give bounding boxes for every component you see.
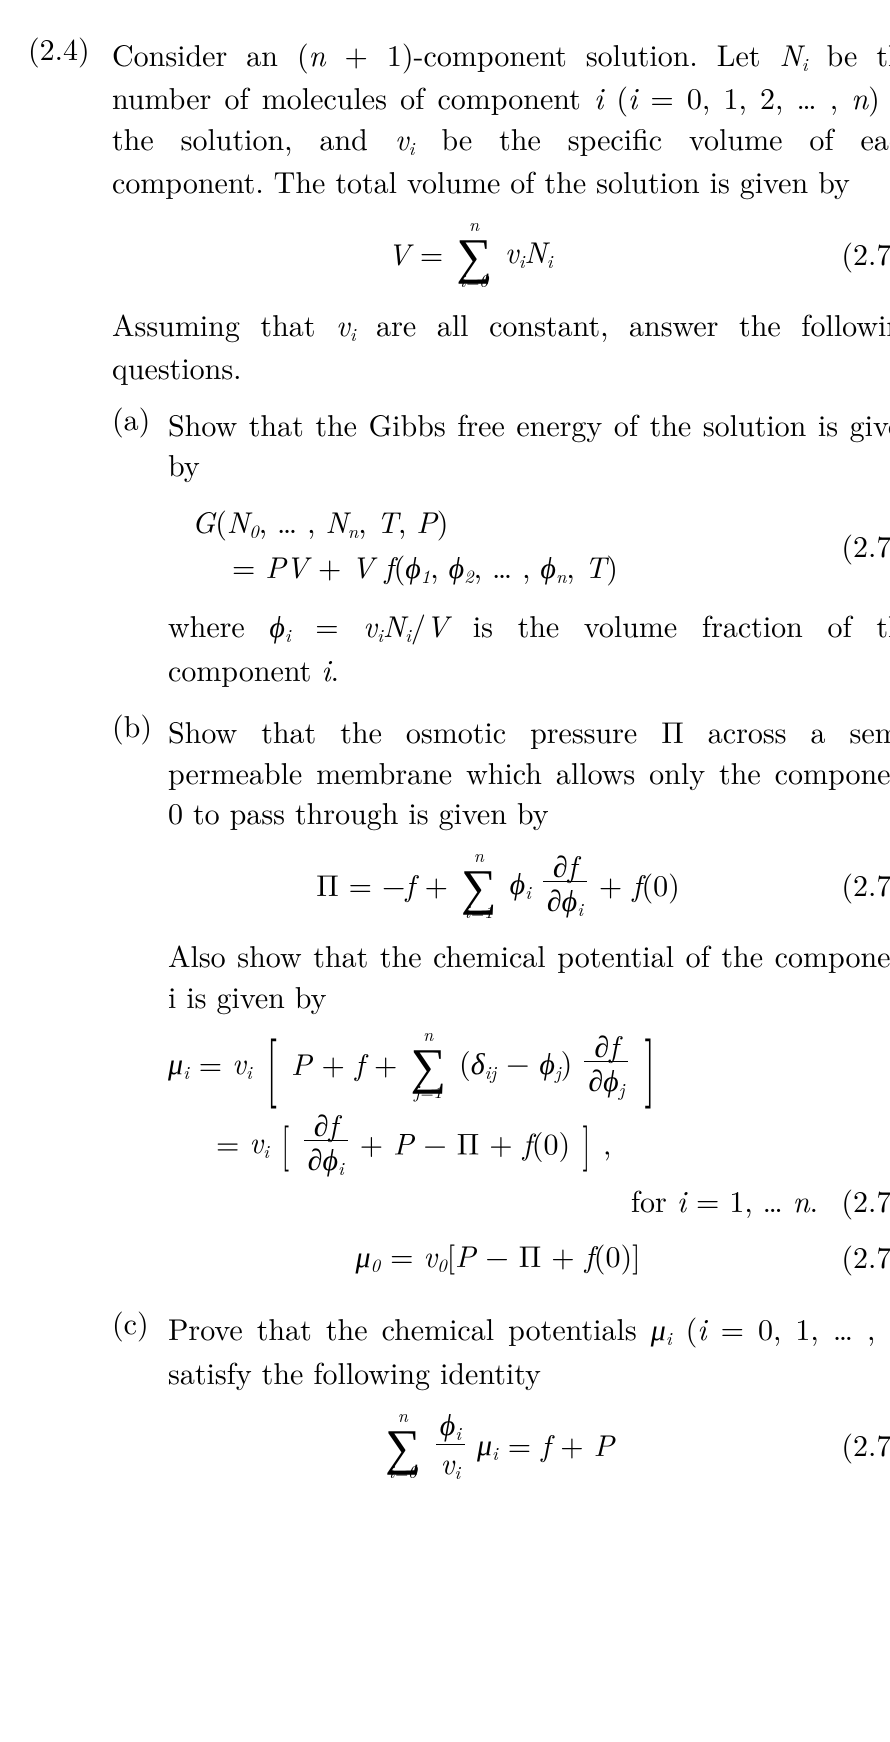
eq-275-line2: = vi [ ∂f ∂ϕi + P − Π + f(0) ] , [168,1107,890,1179]
problem-body: Consider an (n + 1)-component solution. … [112,28,890,1496]
part-c-body: Prove that the chemical potentials μi (i… [168,1302,890,1496]
equation-2-77: n ∑ i=0 ϕi vi μi = f + P (2.77) [168,1406,890,1482]
equation-2-76: μ0 = v0[P − Π + f(0)] (2.76) [168,1235,890,1278]
part-a-after: where ϕi = viNi/V is the volume fraction… [168,605,890,689]
part-c: (c) Prove that the chemical potentials μ… [112,1302,890,1496]
intro-paragraph: Consider an (n + 1)-component solution. … [112,34,890,202]
part-b-label: (b) [112,705,168,1292]
sum-icon: n ∑ j=1 [410,1026,446,1101]
part-b: (b) Show that the osmotic pressure Π acr… [112,705,890,1292]
part-c-text: Prove that the chemical potentials μi (i… [168,1308,890,1392]
eq-276-body: μ0 = v0[P − Π + f(0)] [168,1235,828,1278]
eq-273-body: G(N0, … , Nn, T, P) = PV + V f(ϕ1, ϕ2, …… [168,499,828,592]
eq-272-body: V = n ∑ i=0 viNi [112,216,828,291]
eq-274-number: (2.74) [828,864,890,905]
part-a-text: Show that the Gibbs free energy of the s… [168,404,890,485]
eq-277-number: (2.77) [828,1424,890,1465]
part-c-label: (c) [112,1302,168,1496]
eq-275-tail: for i = 1, … n. [168,1180,828,1221]
part-b-body: Show that the osmotic pressure Π across … [168,705,890,1292]
assuming-paragraph: Assuming that vi are all constant, answe… [112,304,890,388]
part-b-mid: Also show that the chemical potential of… [168,935,890,1016]
problem-row: (2.4) Consider an (n + 1)-component solu… [28,28,890,1496]
sum-icon: n ∑ i=0 [385,1407,421,1482]
equation-2-72: V = n ∑ i=0 viNi (2.72) [112,216,890,291]
part-b-text: Show that the osmotic pressure Π across … [168,711,890,833]
problem-label: (2.4) [28,28,112,1496]
eq-275-line1: μi = vi [ P + f + n ∑ j=1 (δij − ϕj) ∂f … [168,1026,890,1101]
eq-277-body: n ∑ i=0 ϕi vi μi = f + P [168,1406,828,1482]
equation-2-74: Π = −f + n ∑ i=1 ϕi ∂f ∂ϕi + f(0) [168,847,890,922]
part-a-label: (a) [112,398,168,695]
eq-276-number: (2.76) [828,1236,890,1277]
eq-273-number: (2.73) [828,525,890,566]
equation-2-75: μi = vi [ P + f + n ∑ j=1 (δij − ϕj) ∂f … [168,1026,890,1221]
part-a: (a) Show that the Gibbs free energy of t… [112,398,890,695]
sum-icon: n ∑ i=1 [461,847,497,922]
eq-275-number: (2.75) [828,1180,890,1221]
eq-274-body: Π = −f + n ∑ i=1 ϕi ∂f ∂ϕi + f(0) [168,847,828,922]
part-a-body: Show that the Gibbs free energy of the s… [168,398,890,695]
eq-272-number: (2.72) [828,233,890,274]
sum-icon: n ∑ i=0 [456,216,492,291]
equation-2-73: G(N0, … , Nn, T, P) = PV + V f(ϕ1, ϕ2, …… [168,499,890,592]
